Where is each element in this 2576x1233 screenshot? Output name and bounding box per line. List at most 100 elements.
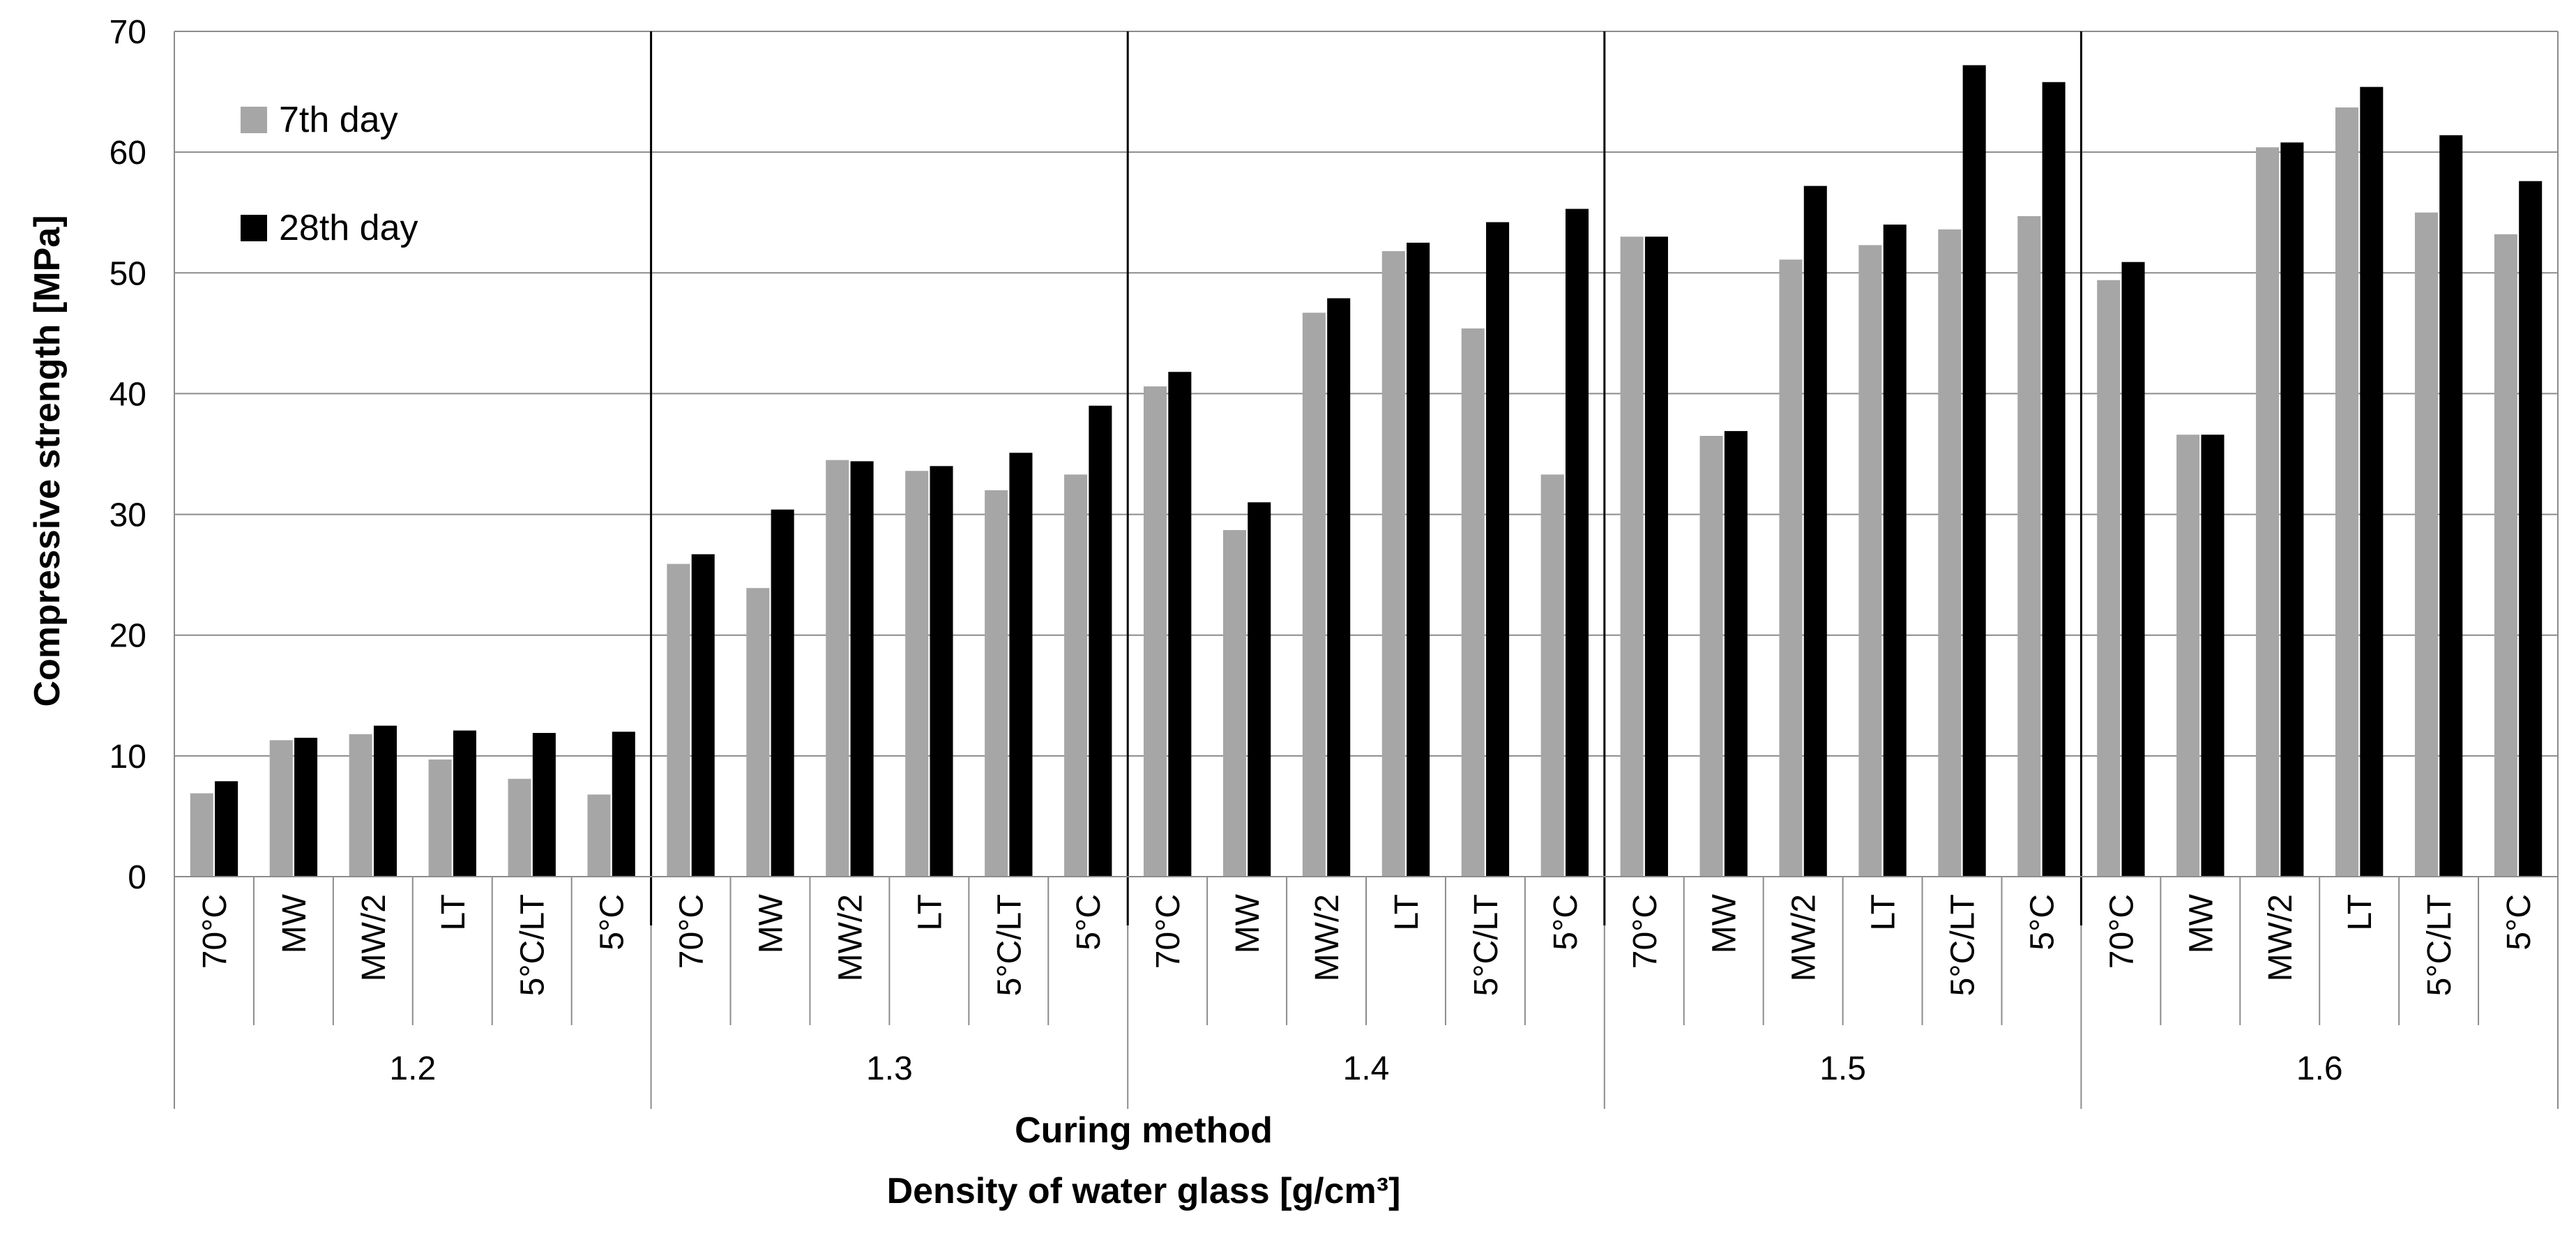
bar-7th-day xyxy=(2335,107,2359,877)
category-label: LT xyxy=(435,894,472,930)
bar-7th-day xyxy=(1540,474,1564,877)
bar-28th-day xyxy=(1486,222,1510,877)
bar-28th-day xyxy=(294,737,318,877)
category-label: MW xyxy=(753,893,790,953)
bar-28th-day xyxy=(1327,298,1351,877)
category-label: MW xyxy=(1706,893,1743,953)
category-label: 70°C xyxy=(1150,894,1187,969)
bar-28th-day xyxy=(2360,86,2384,877)
bar-28th-day xyxy=(453,730,476,877)
bar-7th-day xyxy=(667,563,690,877)
bar-28th-day xyxy=(691,554,715,877)
category-label: MW xyxy=(276,893,313,953)
category-label: MW/2 xyxy=(1786,894,1823,981)
bar-28th-day xyxy=(612,732,635,877)
category-label: 5°C/LT xyxy=(1945,894,1982,996)
category-label: 70°C xyxy=(674,894,711,969)
category-label: LT xyxy=(911,894,948,930)
bar-7th-day xyxy=(587,794,611,877)
bar-7th-day xyxy=(1302,312,1326,877)
bar-28th-day xyxy=(215,781,238,877)
bar-7th-day xyxy=(269,740,293,877)
bar-7th-day xyxy=(1858,245,1882,877)
category-label: 5°C xyxy=(2024,894,2061,951)
y-tick-label: 30 xyxy=(109,497,146,534)
bar-7th-day xyxy=(1699,436,1723,877)
y-axis-title: Compressive strength [MPa] xyxy=(27,215,68,706)
bar-7th-day xyxy=(1064,474,1088,877)
bar-7th-day xyxy=(1143,386,1167,877)
y-tick-label: 20 xyxy=(109,618,146,655)
category-label: LT xyxy=(2342,894,2379,930)
category-label: 5°C/LT xyxy=(2421,894,2458,996)
category-label: MW/2 xyxy=(832,894,869,981)
bar-7th-day xyxy=(2176,434,2200,877)
bar-28th-day xyxy=(1883,225,1907,877)
group-label: 1.6 xyxy=(2296,1050,2343,1087)
bar-28th-day xyxy=(1724,431,1748,877)
category-label: 5°C xyxy=(1070,894,1107,951)
bar-7th-day xyxy=(2097,280,2121,877)
bar-28th-day xyxy=(2201,434,2225,877)
legend-swatch xyxy=(241,215,267,241)
category-label: MW/2 xyxy=(356,894,393,981)
bar-7th-day xyxy=(905,471,929,877)
bar-28th-day xyxy=(2121,262,2145,877)
bar-7th-day xyxy=(508,778,531,877)
y-tick-label: 0 xyxy=(128,859,146,896)
bar-28th-day xyxy=(1407,243,1430,877)
y-tick-label: 60 xyxy=(109,135,146,172)
y-tick-label: 10 xyxy=(109,739,146,776)
bar-7th-day xyxy=(1381,251,1405,877)
bar-28th-day xyxy=(1803,186,1827,877)
category-label: MW xyxy=(1229,893,1266,953)
bar-28th-day xyxy=(930,466,953,877)
bar-28th-day xyxy=(1168,372,1192,877)
category-label: 70°C xyxy=(1627,894,1664,969)
bar-7th-day xyxy=(349,734,372,877)
bar-28th-day xyxy=(2439,135,2463,877)
bar-7th-day xyxy=(746,588,770,877)
category-label: MW/2 xyxy=(2262,894,2299,981)
bar-28th-day xyxy=(373,725,397,877)
category-label: 70°C xyxy=(197,894,234,969)
bar-7th-day xyxy=(1222,530,1246,877)
bar-28th-day xyxy=(2280,142,2304,877)
legend-label: 7th day xyxy=(279,100,398,140)
category-label: MW/2 xyxy=(1309,894,1346,981)
category-label: MW xyxy=(2183,893,2220,953)
bar-28th-day xyxy=(532,732,556,877)
bar-7th-day xyxy=(428,759,452,877)
category-label: 5°C xyxy=(2501,894,2538,951)
y-tick-label: 70 xyxy=(109,14,146,51)
category-label: 5°C/LT xyxy=(515,894,552,996)
bar-28th-day xyxy=(1089,405,1112,877)
category-label: 5°C xyxy=(1547,894,1584,951)
bar-28th-day xyxy=(1644,236,1668,877)
x-axis-title: Curing method xyxy=(1015,1110,1273,1151)
bar-28th-day xyxy=(850,461,874,877)
bar-7th-day xyxy=(190,793,213,877)
bar-7th-day xyxy=(2017,215,2041,877)
bar-7th-day xyxy=(985,490,1008,877)
bar-7th-day xyxy=(2414,212,2438,877)
category-label: 70°C xyxy=(2103,894,2140,969)
bar-7th-day xyxy=(1461,328,1485,877)
group-label: 1.4 xyxy=(1343,1050,1390,1087)
y-tick-label: 40 xyxy=(109,376,146,413)
group-label: 1.5 xyxy=(1819,1050,1866,1087)
x-axis-subtitle: Density of water glass [g/cm³] xyxy=(887,1171,1401,1211)
group-label: 1.3 xyxy=(866,1050,913,1087)
bar-7th-day xyxy=(1779,259,1803,877)
bar-28th-day xyxy=(2519,181,2543,877)
bar-28th-day xyxy=(1248,502,1271,877)
bar-7th-day xyxy=(1938,229,1962,877)
legend-swatch xyxy=(241,107,267,133)
bar-28th-day xyxy=(1962,65,1986,877)
bar-7th-day xyxy=(1620,236,1644,877)
bar-7th-day xyxy=(2494,234,2517,877)
category-label: 5°C/LT xyxy=(991,894,1028,996)
category-label: 5°C xyxy=(594,894,631,951)
